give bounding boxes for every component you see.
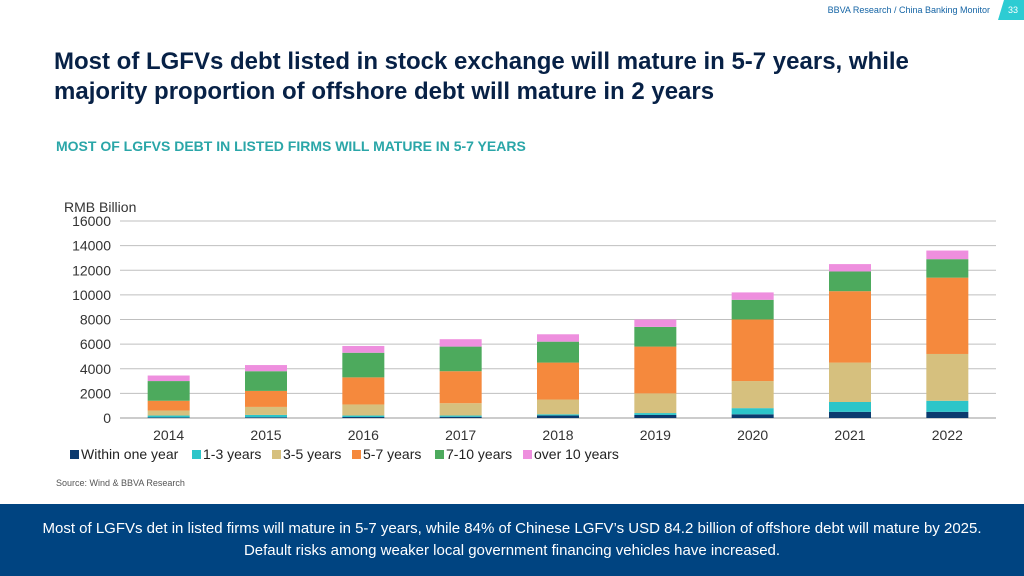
source-note: Source: Wind & BBVA Research [56,478,185,488]
y-tick-label: 12000 [72,262,111,278]
x-tick-label: 2014 [153,427,184,443]
legend-swatch [523,450,532,459]
legend-swatch [435,450,444,459]
bar-segment [634,413,677,415]
y-tick-label: 14000 [72,238,111,254]
y-tick-label: 0 [103,410,111,426]
bar-segment [829,291,871,363]
y-tick-label: 6000 [80,336,111,352]
bar-segment [147,410,190,416]
bar-segment [439,371,482,404]
y-tick-label: 4000 [80,361,111,377]
bar-segment [439,415,482,417]
y-tick-label: 2000 [80,385,111,401]
bar-segment [634,326,677,347]
footer-banner: Most of LGFVs det in listed firms will m… [0,504,1024,576]
bar-segment [829,411,871,418]
x-tick-label: 2019 [640,427,671,443]
bar-segment [731,292,774,300]
bar-segment [926,411,969,418]
legend-swatch [192,450,201,459]
y-tick-label: 10000 [72,287,111,303]
x-tick-label: 2021 [834,427,865,443]
bar-segment [439,416,482,418]
bar-segment [147,381,190,401]
y-tick-label: 16000 [72,213,111,229]
header-source-label: BBVA Research / China Banking Monitor [827,5,990,15]
bar-segment [537,341,579,363]
bar-segment [245,365,287,372]
x-tick-label: 2020 [737,427,768,443]
bar-segment [245,371,287,391]
legend-label: 3-5 years [283,446,341,462]
bar-segment [439,346,482,372]
bar-segment [829,362,871,402]
bar-segment [634,414,677,418]
bar-segment [439,339,482,347]
bar-segment [245,406,287,415]
x-tick-label: 2022 [932,427,963,443]
bar-segment [245,390,287,407]
legend-label: 1-3 years [203,446,261,462]
y-tick-label: 8000 [80,312,111,328]
legend-swatch [352,450,361,459]
bar-segment [731,381,774,409]
bar-segment [537,414,579,416]
y-ticks: 0 2000 4000 6000 8000 10000 12000 14000 16000 [72,213,111,426]
legend: Within one year 1-3 years 3-5 years 5-7 yea… [70,446,619,462]
bar-segment [439,403,482,416]
bar-segment [829,264,871,272]
bar-segment [731,408,774,415]
bar-segment [342,352,385,378]
bar-segment [731,319,774,382]
bar-segment [342,345,385,353]
bar-segment [634,393,677,414]
legend-label: Within one year [81,446,179,462]
legend-swatch [70,450,79,459]
x-tick-label: 2018 [542,427,573,443]
bar-segment [245,417,287,418]
y-axis-label: RMB Billion [64,199,136,215]
bar-segment [245,414,287,418]
chart-subtitle: MOST OF LGFVS DEBT IN LISTED FIRMS WILL … [56,138,526,154]
bar-segment [537,334,579,342]
stacked-bar-chart: RMB Billion 0 2000 4000 6000 8000 10000 12000 1… [64,199,996,462]
legend-swatch [272,450,281,459]
x-tick-label: 2017 [445,427,476,443]
legend-label: over 10 years [534,446,619,462]
bars [147,250,969,418]
bar-segment [147,375,190,382]
x-tick-label: 2016 [348,427,379,443]
bar-segment [634,319,677,327]
bar-segment [342,404,385,416]
bar-segment [147,417,190,418]
bar-segment [537,399,579,415]
bar-segment [926,277,969,354]
bar-segment [926,250,969,260]
page-number: 33 [998,0,1024,20]
bar-segment [926,353,969,401]
bar-segment [634,346,677,394]
bar-segment [342,415,385,418]
bar-segment [537,415,579,418]
footer-text: Most of LGFVs det in listed firms will m… [42,520,982,559]
legend-label: 7-10 years [446,446,512,462]
bar-segment [926,259,969,278]
bar-segment [829,271,871,292]
bar-segment [147,400,190,411]
bar-segment [731,299,774,320]
legend-label: 5-7 years [363,446,421,462]
bar-segment [147,415,190,418]
page-title: Most of LGFVs debt listed in stock excha… [54,48,909,105]
x-tick-label: 2015 [250,427,281,443]
x-ticks: 2014 2015 2016 2017 2018 2019 2020 2021 2022 [153,427,963,443]
bar-segment [537,362,579,400]
bar-segment [926,400,969,412]
bar-segment [342,417,385,418]
bar-segment [342,377,385,405]
bar-segment [829,401,871,412]
bar-segment [731,414,774,418]
